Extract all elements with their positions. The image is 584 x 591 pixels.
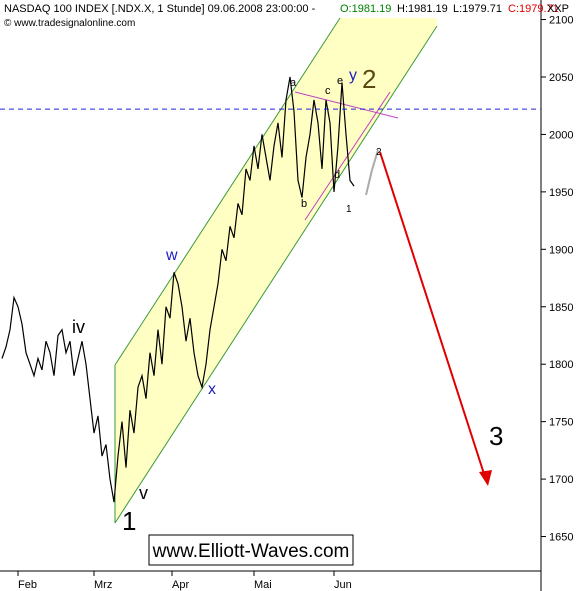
header-high: H:1981.19 — [397, 3, 448, 15]
x-tick-label: Mai — [254, 579, 272, 591]
wave-label: c — [325, 85, 331, 97]
triangle-top — [294, 91, 399, 119]
channel-upper — [114, 17, 341, 366]
wave-label: d — [334, 169, 340, 181]
wave-label: iv — [72, 317, 85, 337]
header-low: L:1979.71 — [453, 3, 502, 15]
y-tick-label: 1700 — [549, 474, 573, 486]
arrowhead — [479, 470, 492, 486]
source: © www.tradesignalonline.com — [4, 18, 135, 29]
channel-fill — [115, 18, 437, 523]
price-line — [1, 76, 355, 503]
corner-label: XXP — [547, 3, 569, 15]
x-tick-label: Jun — [334, 579, 352, 591]
watermark-box — [148, 534, 354, 566]
y-tick-label: 2100 — [549, 15, 573, 27]
watermark: www.Elliott-Waves.com — [152, 541, 350, 562]
wave-label: 2 — [362, 64, 376, 94]
header-close: C:1979.71 — [508, 3, 559, 15]
wave-label: w — [165, 247, 178, 264]
header-symbol: NASDAQ 100 INDEX [.NDX.X, 1 Stunde] 09.0… — [4, 3, 316, 15]
wave-label: e — [337, 75, 343, 87]
x-tick-label: Apr — [172, 579, 189, 591]
header-open: O:1981.19 — [340, 3, 391, 15]
wave-label: x — [208, 381, 216, 398]
plot — [1, 76, 355, 503]
wave-label: 2 — [376, 147, 382, 158]
wave-label: 3 — [489, 421, 503, 451]
forecast-arrow — [379, 151, 487, 481]
y-tick-label: 2050 — [549, 72, 573, 84]
x-tick-label: Feb — [18, 579, 37, 591]
y-tick-label: 1800 — [549, 359, 573, 371]
y-tick-label: 1650 — [549, 532, 573, 544]
y-tick-label: 1850 — [549, 302, 573, 314]
y-tick-label: 2000 — [549, 129, 573, 141]
wave-label: 1 — [346, 204, 352, 215]
wave-label: a — [290, 77, 297, 89]
y-tick-label: 1950 — [549, 187, 573, 199]
y-tick-label: 1750 — [549, 417, 573, 429]
channel-lower — [114, 25, 438, 524]
wave-label: v — [139, 483, 148, 503]
gray-arrow — [365, 149, 379, 196]
x-tick-label: Mrz — [94, 579, 112, 591]
wave-label: b — [301, 198, 307, 210]
wave-label: 1 — [122, 506, 136, 536]
wave-label: y — [349, 67, 357, 84]
y-tick-label: 1900 — [549, 244, 573, 256]
